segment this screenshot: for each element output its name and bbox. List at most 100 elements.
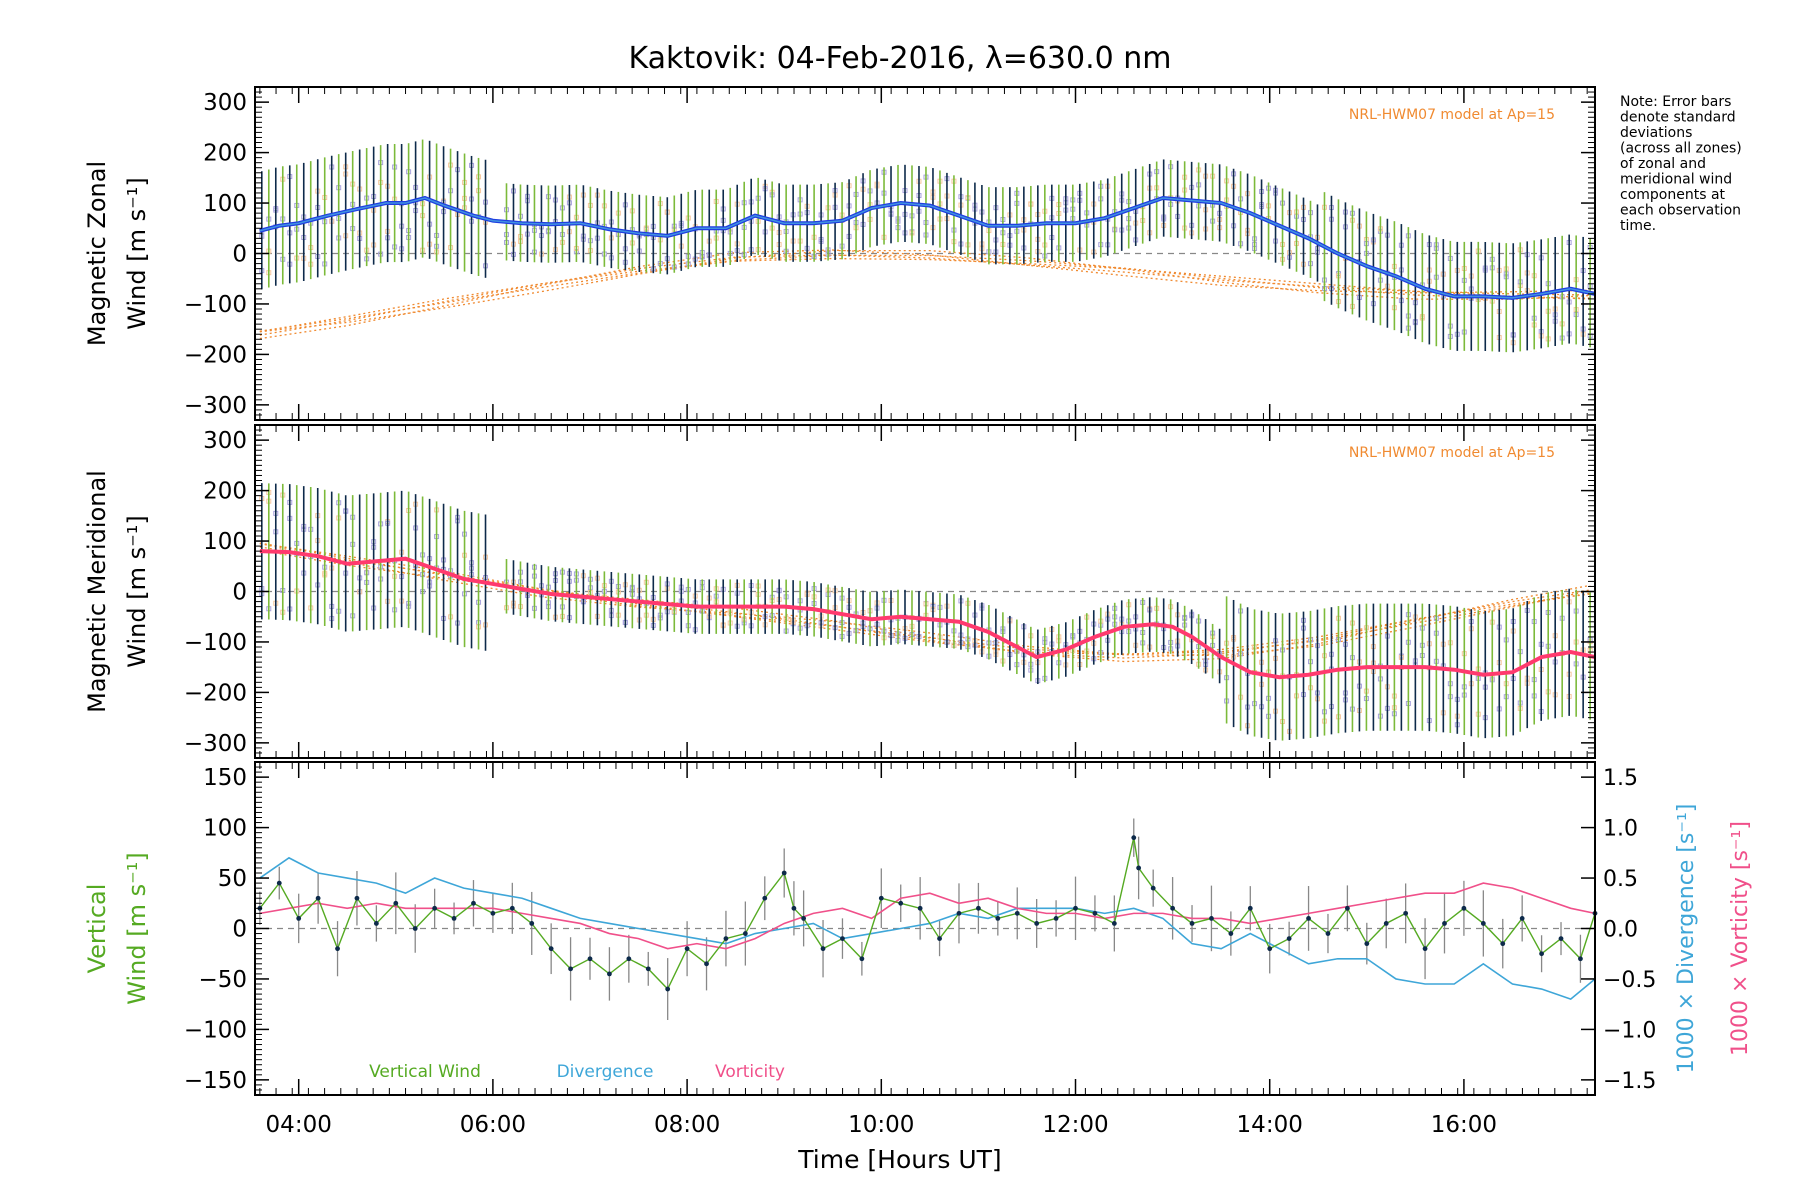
y-tick-label: 200 [203, 141, 247, 167]
x-tick-labels: 04:00 06:00 08:00 10:00 12:00 14:00 16:00 [266, 1112, 1498, 1138]
vertical-wind-point [1364, 941, 1370, 947]
note-line: each observation [1620, 203, 1741, 219]
vorticity-line [259, 882, 1596, 950]
x-axis-label: Time [Hours UT] [797, 1145, 1001, 1174]
panel-meridional: NRL-HWM07 model at Ap=15 −300 −200 −100 0 100… [83, 424, 1596, 759]
y-tick-label: 200 [203, 479, 247, 505]
vertical-wind-point [1170, 905, 1176, 911]
vertical-wind-point [917, 905, 923, 911]
vertical-wind-point [1053, 916, 1059, 921]
y2-tick-label: −0.5 [1603, 968, 1656, 993]
vertical-wind-point [1422, 946, 1428, 952]
vertical-wind-point [1014, 910, 1020, 916]
panels: NRL-HWM07 model at Ap=15 −300 −200 −100 0 100… [83, 86, 1753, 1138]
panel-zonal: NRL-HWM07 model at Ap=15 −300 −200 −100 0 100… [83, 86, 1596, 421]
y-axis-label: Magnetic Meridional [83, 470, 111, 713]
note-line: deviations [1620, 125, 1692, 141]
note-line: components at [1620, 187, 1726, 203]
vertical-wind-point [791, 905, 797, 911]
vertical-wind-point [548, 946, 554, 952]
vertical-wind-point [1136, 865, 1142, 871]
model-label: NRL-HWM07 model at Ap=15 [1349, 445, 1555, 461]
vertical-wind-point [626, 956, 632, 962]
vertical-wind-point [937, 936, 942, 941]
vertical-wind-point [840, 936, 845, 941]
y-tick-label: −150 [184, 1068, 247, 1094]
vertical-wind-point [1519, 916, 1525, 921]
note-line: (across all zones) [1620, 141, 1742, 157]
divergence-axis-label: 1000 × Divergence [s⁻¹] [1674, 804, 1699, 1074]
vertical-wind-point [995, 916, 1001, 921]
model-curve [259, 542, 1591, 655]
vertical-wind-point [820, 946, 826, 952]
vertical-wind-point [1344, 905, 1350, 911]
vertical-wind-point [704, 961, 709, 967]
vertical-wind-point [276, 880, 282, 886]
y2-tick-label: 0.5 [1603, 867, 1638, 892]
y-tick-label: −300 [184, 731, 247, 757]
vertical-wind-point [373, 921, 379, 926]
y2-tick-label: −1.5 [1603, 1069, 1656, 1094]
y-axis-label: Magnetic Zonal [83, 161, 111, 346]
vertical-wind-point [723, 936, 729, 941]
panel-vertical: −1.5 −1.0 −0.5 0.0 0.5 1.0 1.5 1000 × Divergenc… [83, 761, 1753, 1096]
vertical-wind-point [568, 966, 573, 972]
vertical-wind-point [432, 905, 438, 911]
note-line: meridional wind [1620, 172, 1732, 188]
vertical-wind-point [471, 900, 476, 906]
vertical-wind-point [1558, 936, 1564, 941]
x-tick-label: 14:00 [1237, 1112, 1303, 1138]
vertical-wind-point [354, 895, 360, 901]
vertical-wind-point [1073, 905, 1078, 911]
y-tick-label: −200 [184, 342, 247, 368]
vertical-wind-point [859, 956, 865, 962]
vertical-wind-point [684, 946, 690, 952]
vertical-wind-point [1539, 951, 1544, 957]
model-curve [259, 249, 1591, 333]
vertical-wind-point [645, 966, 651, 972]
note-line: denote standard [1620, 110, 1736, 126]
vertical-wind-point [335, 946, 340, 952]
y-tick-label: −100 [184, 292, 247, 318]
x-tick-label: 06:00 [460, 1112, 526, 1138]
vertical-wind-point [1383, 921, 1389, 926]
vertical-wind-point [1209, 916, 1214, 921]
y2-tick-label: 0.0 [1603, 918, 1638, 943]
y-tick-label: −100 [184, 1017, 247, 1043]
vertical-wind-point [1461, 905, 1467, 911]
vertical-wind-point [898, 900, 904, 906]
y-tick-label: 0 [232, 917, 247, 943]
vertical-wind-point [956, 910, 962, 916]
y-axis-label: Vertical [83, 884, 111, 974]
vertical-wind-point [1092, 910, 1098, 916]
y-tick-label: 100 [203, 816, 247, 842]
vertical-wind-point [509, 905, 515, 911]
vertical-wind-point [315, 895, 321, 901]
vertical-wind-point [1578, 956, 1583, 962]
vertical-wind-point [412, 926, 418, 931]
legend-item: Vorticity [715, 1062, 785, 1082]
vertical-wind-point [1325, 931, 1331, 936]
vorticity-axis-label: 1000 × Vorticity [s⁻¹] [1728, 821, 1753, 1056]
y-tick-label: 0 [232, 580, 247, 606]
y2-tick-label: −1.0 [1603, 1018, 1656, 1043]
vertical-wind-point [1034, 921, 1040, 926]
legend-item: Vertical Wind [369, 1062, 481, 1082]
y-tick-label: 300 [203, 90, 247, 116]
vertical-wind-point [529, 921, 535, 926]
y-tick-label: 100 [203, 191, 247, 217]
vertical-wind-point [1131, 835, 1137, 841]
vertical-wind-point [976, 905, 981, 911]
vertical-wind-point [665, 986, 671, 992]
vertical-wind-point [1286, 936, 1292, 941]
vertical-wind-point [1189, 921, 1195, 926]
vertical-wind-point [451, 916, 457, 921]
vertical-wind-point [393, 900, 399, 906]
y-tick-label: −300 [184, 393, 247, 419]
vertical-wind-point [1267, 946, 1273, 952]
vertical-wind-point [762, 895, 768, 901]
vertical-wind-point [1228, 931, 1234, 936]
x-tick-label: 10:00 [848, 1112, 914, 1138]
y-tick-label: −50 [198, 967, 247, 993]
